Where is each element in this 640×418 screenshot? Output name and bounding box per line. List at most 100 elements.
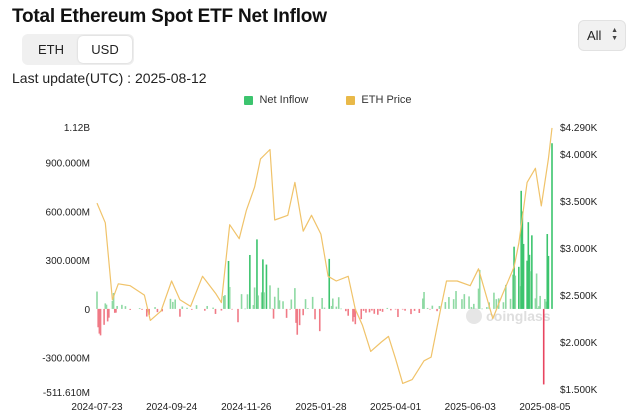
- net-inflow-bar: [455, 291, 457, 309]
- net-inflow-bar: [112, 292, 115, 309]
- net-inflow-bar: [431, 305, 434, 309]
- unit-eth-button[interactable]: ETH: [38, 42, 64, 57]
- x-axis-tick-label: 2025-06-03: [445, 402, 497, 413]
- net-inflow-bar: [423, 292, 425, 309]
- net-inflow-bar: [116, 305, 118, 309]
- net-inflow-bar: [360, 308, 363, 320]
- chevron-updown-icon: ▲ ▼: [611, 27, 618, 42]
- left-axis-tick-label: 900.000M: [46, 159, 90, 170]
- net-inflow-bar: [181, 306, 184, 309]
- net-inflow-bar: [452, 299, 455, 309]
- net-inflow-bar: [390, 308, 392, 311]
- net-inflow-bar: [302, 308, 304, 316]
- net-inflow-bar: [172, 301, 174, 309]
- net-inflow-bar: [161, 308, 163, 312]
- net-inflow-bar: [330, 305, 333, 309]
- net-inflow-bar: [244, 308, 246, 310]
- net-inflow-bar: [262, 259, 264, 309]
- net-inflow-bar: [206, 305, 208, 309]
- chart-legend: Net Inflow ETH Price: [0, 94, 640, 106]
- net-inflow-bar: [154, 307, 156, 309]
- net-inflow-bar: [401, 308, 404, 310]
- net-inflow-bar: [529, 271, 532, 309]
- net-inflow-bar: [362, 308, 365, 311]
- net-inflow-bar: [444, 302, 447, 309]
- net-inflow-bar: [495, 299, 498, 309]
- left-axis-ticks: 1.12B 900.000M 600.000M 300.000M 0 -300.000M -…: [42, 123, 90, 399]
- net-inflow-bar: [318, 308, 321, 332]
- coinglass-logo-icon: [466, 308, 482, 324]
- net-inflow-bar: [179, 308, 181, 317]
- net-inflow-bar: [294, 288, 296, 309]
- net-inflow-bar: [368, 308, 371, 313]
- net-inflow-bar: [169, 298, 172, 309]
- net-inflow-bar: [512, 274, 514, 309]
- net-inflow-bar: [141, 308, 143, 310]
- net-inflow-bar: [502, 302, 505, 309]
- net-inflow-bar: [377, 308, 379, 315]
- net-inflow-bar: [347, 308, 349, 316]
- net-inflow-bar: [463, 294, 466, 309]
- net-inflow-bar: [371, 308, 373, 311]
- net-inflow-bar: [106, 308, 109, 322]
- net-inflow-bar: [519, 286, 521, 309]
- net-inflow-bar: [527, 222, 530, 309]
- unit-toggle: ETH USD: [22, 34, 134, 65]
- net-inflow-bar: [271, 308, 274, 310]
- net-inflow-bar: [352, 308, 354, 322]
- net-inflow-bar: [418, 308, 421, 313]
- net-inflow-bar: [104, 303, 107, 309]
- net-inflow-bar: [260, 292, 263, 309]
- range-select[interactable]: All ▲ ▼: [578, 20, 626, 51]
- net-inflow-bar: [103, 308, 105, 325]
- legend-item-net-inflow[interactable]: Net Inflow: [228, 94, 308, 106]
- net-inflow-bar: [314, 308, 316, 320]
- net-inflow-bar: [296, 308, 299, 335]
- net-inflow-bar: [481, 308, 483, 310]
- net-inflow-bar: [298, 308, 301, 326]
- net-inflow-bar: [237, 308, 239, 323]
- net-inflow-bar: [328, 258, 331, 309]
- net-inflow-bar: [246, 294, 249, 309]
- x-axis-tick-label: 2024-07-23: [71, 402, 123, 413]
- net-inflow-bar: [249, 254, 251, 309]
- x-axis-tick-label: 2024-11-26: [221, 402, 272, 413]
- right-axis-tick-label: $3.000K: [560, 244, 598, 255]
- net-inflow-bar: [273, 296, 276, 309]
- net-inflow-bar: [365, 308, 367, 313]
- right-axis-tick-label: $4.290K: [560, 123, 598, 134]
- net-inflow-bar: [470, 306, 473, 309]
- net-inflow-bar: [345, 308, 347, 312]
- net-inflow-bar: [212, 307, 214, 309]
- left-axis-tick-label: 300.000M: [46, 256, 90, 267]
- net-inflow-bar: [539, 295, 541, 309]
- net-inflow-bar: [98, 308, 101, 334]
- net-inflow-bar: [426, 307, 429, 309]
- left-axis-tick-label: -511.610M: [43, 388, 90, 399]
- net-inflow-bar: [307, 308, 309, 309]
- unit-usd-button[interactable]: USD: [78, 36, 132, 63]
- net-inflow-bar: [513, 246, 515, 309]
- net-inflow-bar: [536, 308, 539, 309]
- net-inflow-bar: [340, 308, 342, 310]
- net-inflow-bar: [436, 308, 438, 312]
- net-inflow-bar: [528, 254, 531, 309]
- net-inflow-bar: [531, 235, 533, 309]
- legend-label-net-inflow: Net Inflow: [259, 94, 309, 106]
- net-inflow-bar: [304, 299, 307, 309]
- net-inflow-bar: [222, 296, 225, 309]
- net-inflow-bar: [504, 284, 507, 309]
- net-inflow-bar: [96, 291, 98, 309]
- page-title: Total Ethereum Spot ETF Net Inflow: [12, 6, 327, 27]
- net-inflow-bar: [138, 308, 141, 309]
- net-inflow-bar: [195, 305, 198, 309]
- net-inflow-bar: [538, 306, 540, 309]
- net-inflow-bar: [331, 298, 334, 309]
- net-inflow-bar: [227, 260, 230, 309]
- net-inflow-bar: [354, 308, 357, 325]
- net-inflow-bar: [542, 308, 545, 385]
- net-inflow-bar: [514, 275, 517, 309]
- legend-item-eth-price[interactable]: ETH Price: [330, 94, 412, 106]
- net-inflow-bar: [337, 297, 340, 309]
